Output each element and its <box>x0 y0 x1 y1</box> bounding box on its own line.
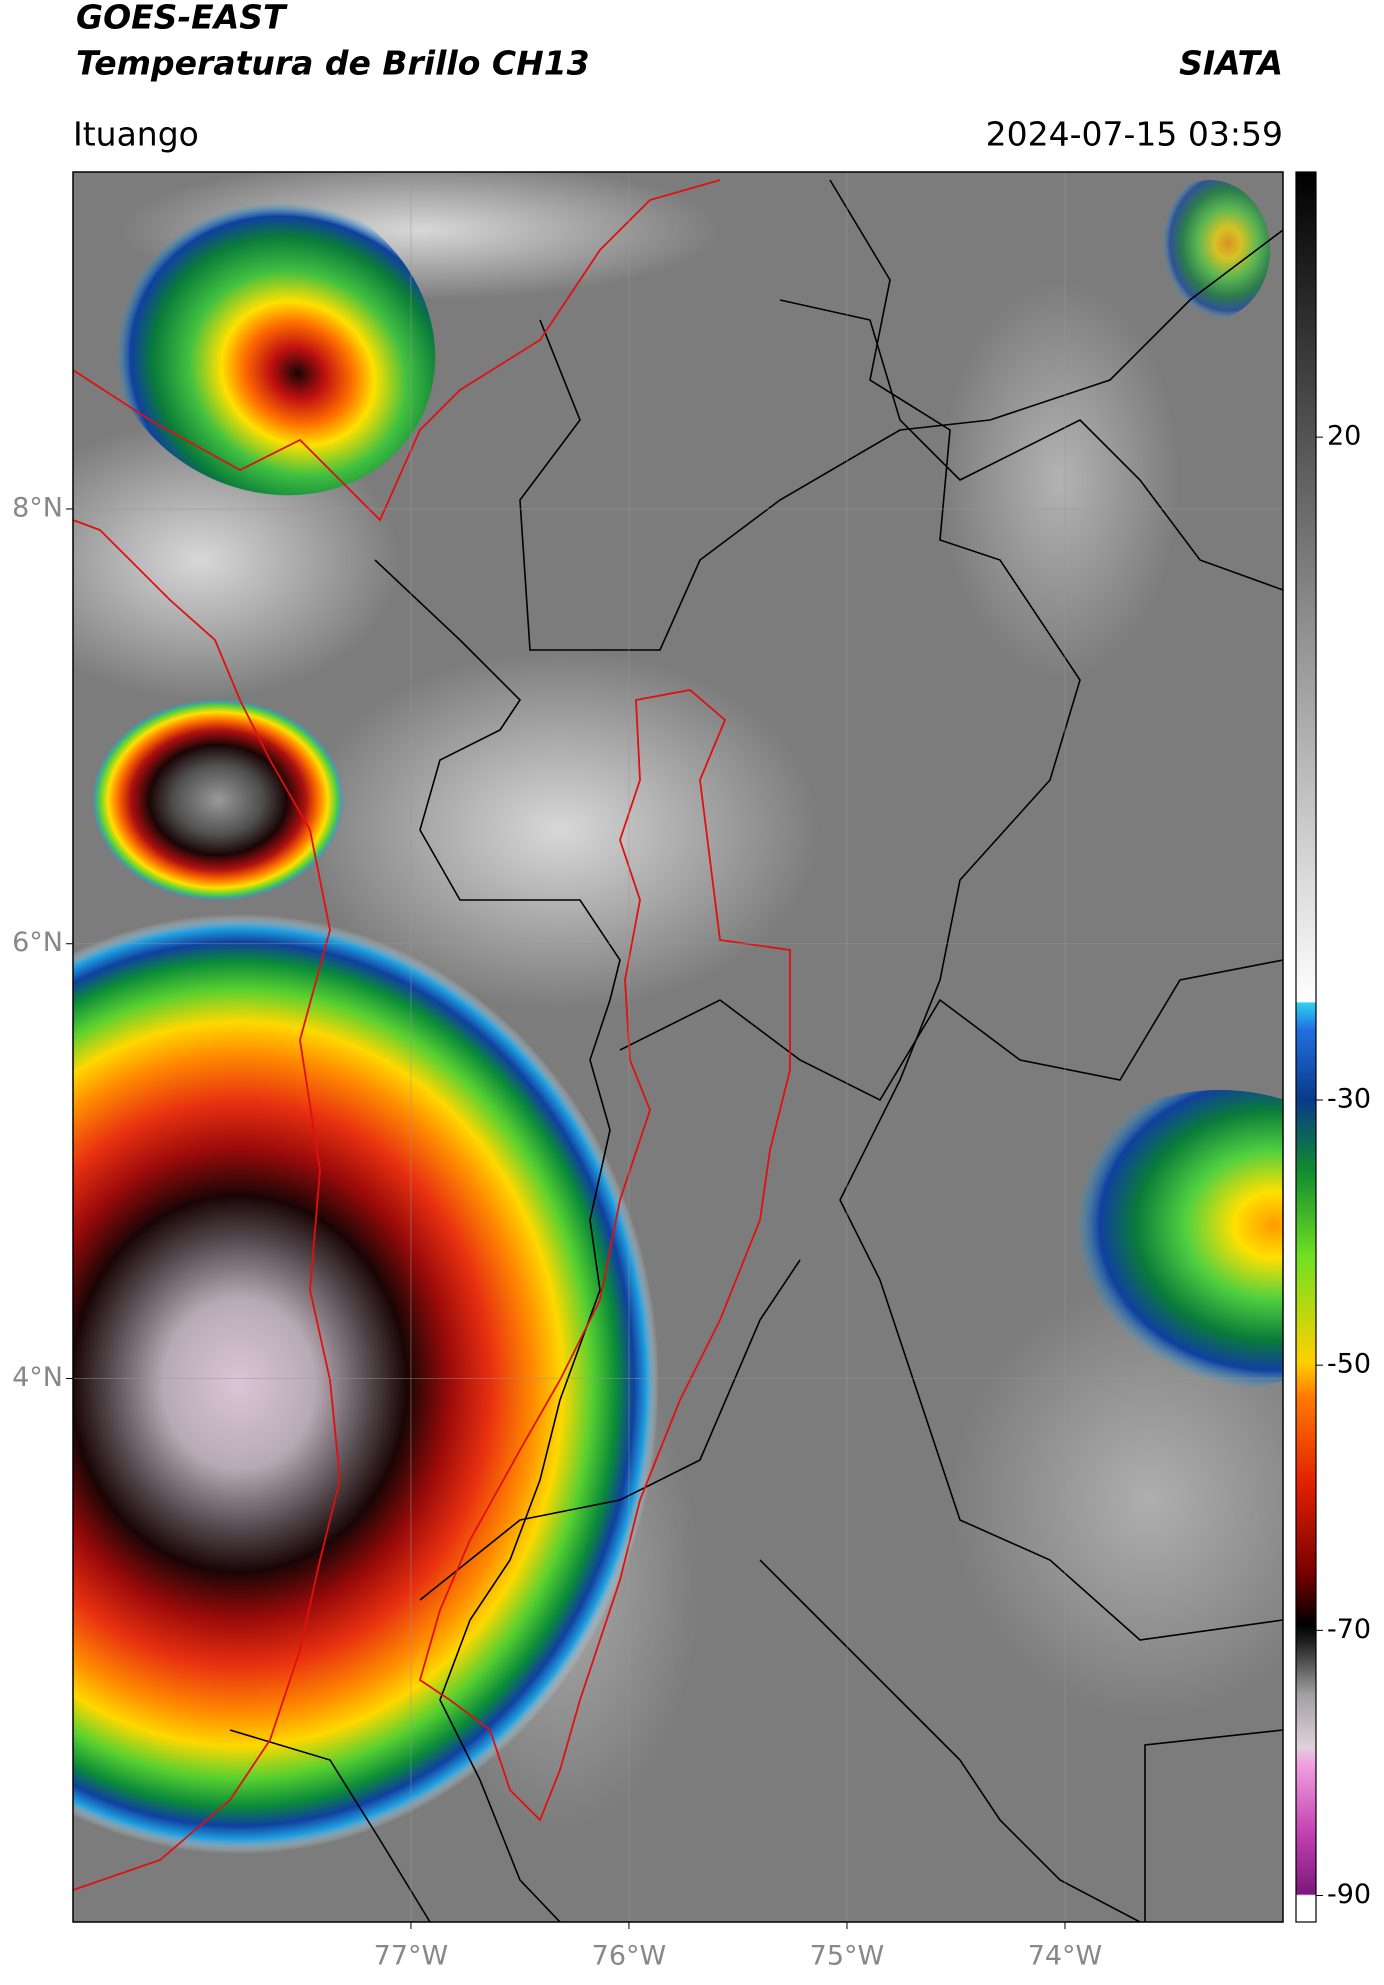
cloud <box>950 1280 1283 1720</box>
cloud <box>300 650 820 1010</box>
datetime: 2024-07-15 03:59 <box>986 115 1283 154</box>
y-tick-label: 8°N <box>12 492 63 523</box>
colorbar-tick-label: -70 <box>1327 1614 1371 1645</box>
map-frame <box>72 171 1284 1923</box>
x-tick-label: 74°W <box>1028 1941 1103 1972</box>
borders <box>229 179 1283 1922</box>
satellite-image <box>73 172 1283 1922</box>
cloud <box>940 280 1180 680</box>
colorbar-tick-label: -30 <box>1327 1084 1371 1115</box>
subtitle: Temperatura de Brillo CH13 <box>76 44 590 83</box>
y-tick-label: 6°N <box>12 927 63 958</box>
storm <box>104 184 436 496</box>
location: Ituango <box>73 115 199 154</box>
storm <box>93 700 343 900</box>
x-tick-label: 75°W <box>810 1941 885 1972</box>
storm <box>73 914 659 1854</box>
coastline <box>73 179 791 1891</box>
colorbar <box>1295 171 1317 1923</box>
x-tick-label: 77°W <box>374 1941 449 1972</box>
storm <box>1040 1090 1283 1390</box>
colorbar-tick-label: -50 <box>1327 1349 1371 1380</box>
title: GOES-EAST <box>76 0 288 37</box>
source: SIATA <box>1179 44 1283 83</box>
axes: 77°W 76°W 75°W 74°W 4°N 6°N 8°N <box>12 172 1283 1972</box>
colorbar-tick-label: -90 <box>1327 1879 1371 1910</box>
colorbar-tick-label: 20 <box>1327 421 1361 452</box>
storm <box>1150 180 1270 320</box>
x-tick-label: 76°W <box>592 1941 667 1972</box>
y-tick-label: 4°N <box>12 1362 63 1393</box>
